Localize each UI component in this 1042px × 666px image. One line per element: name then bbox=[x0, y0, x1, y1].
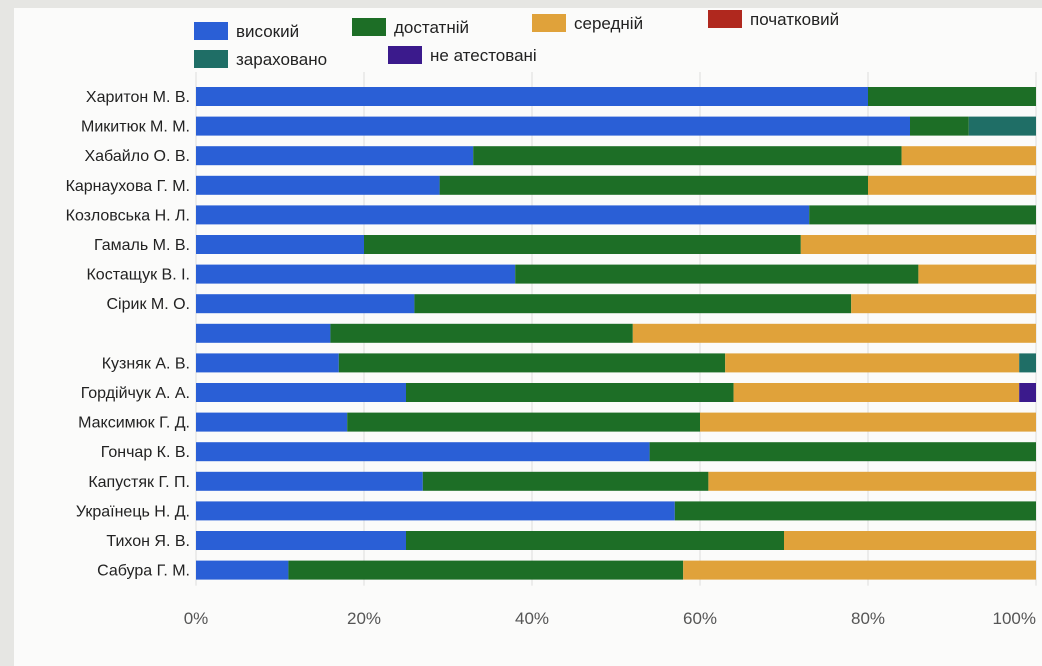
category-label: Кузняк А. В. bbox=[102, 355, 190, 372]
bar-segment bbox=[288, 560, 684, 580]
bar-segment bbox=[196, 294, 415, 314]
bars bbox=[196, 87, 1036, 580]
bar-segment bbox=[708, 471, 1036, 491]
legend-label: високий bbox=[236, 22, 299, 41]
bar-segment bbox=[196, 501, 675, 521]
bar-segment bbox=[800, 235, 1036, 254]
bar-segment bbox=[700, 412, 1036, 432]
bar-segment bbox=[1019, 383, 1036, 402]
bar-segment bbox=[649, 442, 1036, 462]
category-labels: Харитон М. В. Микитюк М. М. Хабайло О. В. К… bbox=[66, 89, 190, 580]
bar-segment bbox=[347, 412, 700, 432]
bar-segment bbox=[851, 294, 1036, 314]
bar-segment bbox=[422, 471, 709, 491]
bar-segment bbox=[196, 560, 289, 580]
legend: високий достатній середній початковий зарахо… bbox=[194, 10, 839, 69]
bar-segment bbox=[406, 383, 734, 402]
bar-segment bbox=[868, 175, 1036, 195]
category-label: Костащук В. І. bbox=[86, 267, 190, 284]
category-label: Сабура Г. М. bbox=[97, 563, 190, 580]
category-label: Гамаль М. В. bbox=[94, 237, 190, 254]
x-tick-label: 60% bbox=[683, 609, 717, 628]
category-label: Харитон М. В. bbox=[86, 89, 190, 106]
category-label: Максимюк Г. Д. bbox=[78, 415, 190, 432]
bar-segment bbox=[364, 235, 801, 254]
x-tick-label: 0% bbox=[184, 609, 209, 628]
bar-segment bbox=[196, 471, 423, 491]
legend-swatch bbox=[532, 14, 566, 32]
legend-swatch bbox=[194, 50, 228, 68]
bar-segment bbox=[196, 383, 406, 402]
bar-segment bbox=[196, 116, 910, 136]
category-label: Хабайло О. В. bbox=[84, 148, 190, 165]
legend-swatch bbox=[194, 22, 228, 40]
legend-label: не атестовані bbox=[430, 46, 537, 65]
bar-segment bbox=[910, 116, 969, 136]
bar-segment bbox=[196, 235, 364, 254]
category-label: Козловська Н. Л. bbox=[66, 207, 190, 224]
bar-segment bbox=[196, 264, 516, 284]
bar-segment bbox=[196, 442, 650, 462]
bar-segment bbox=[196, 531, 406, 550]
legend-swatch bbox=[352, 18, 386, 36]
legend-label: середній bbox=[574, 14, 643, 33]
bar-segment bbox=[196, 353, 339, 373]
bar-segment bbox=[683, 560, 1036, 580]
bar-segment bbox=[196, 323, 331, 343]
bar-segment bbox=[196, 87, 868, 106]
bar-segment bbox=[784, 531, 1036, 550]
category-label: Гончар К. В. bbox=[101, 444, 190, 461]
bar-segment bbox=[809, 205, 1036, 225]
category-label: Українець Н. Д. bbox=[76, 503, 190, 520]
bar-segment bbox=[725, 353, 1020, 373]
category-label: Микитюк М. М. bbox=[81, 119, 190, 136]
bar-segment bbox=[968, 116, 1036, 136]
bar-segment bbox=[414, 294, 852, 314]
bar-segment bbox=[330, 323, 633, 343]
bar-segment bbox=[632, 323, 1036, 343]
legend-label: достатній bbox=[394, 18, 469, 37]
x-tick-label: 40% bbox=[515, 609, 549, 628]
bar-segment bbox=[406, 531, 784, 550]
x-axis-ticks: 0% 20% 40% 60% 80% 100% bbox=[184, 609, 1036, 628]
bar-segment bbox=[901, 146, 1036, 166]
bar-segment bbox=[196, 175, 440, 195]
bar-segment bbox=[196, 146, 474, 166]
category-label: Сірик М. О. bbox=[107, 296, 191, 313]
x-tick-label: 20% bbox=[347, 609, 381, 628]
category-label: Капустяк Г. П. bbox=[88, 474, 190, 491]
category-label: Гордійчук А. А. bbox=[81, 385, 190, 402]
category-label: Карнаухова Г. М. bbox=[66, 178, 190, 195]
bar-segment bbox=[196, 412, 348, 432]
legend-swatch bbox=[388, 46, 422, 64]
category-label: Тихон Я. В. bbox=[106, 533, 190, 550]
bar-segment bbox=[674, 501, 1036, 521]
legend-label: початковий bbox=[750, 10, 839, 29]
bar-segment bbox=[918, 264, 1036, 284]
bar-segment bbox=[515, 264, 919, 284]
bar-segment bbox=[733, 383, 1020, 402]
legend-label: зараховано bbox=[236, 50, 327, 69]
bar-segment bbox=[439, 175, 868, 195]
bar-segment bbox=[473, 146, 902, 166]
bar-segment bbox=[196, 205, 810, 225]
bar-segment bbox=[1019, 353, 1036, 373]
legend-swatch bbox=[708, 10, 742, 28]
x-tick-label: 100% bbox=[993, 609, 1036, 628]
bar-segment bbox=[338, 353, 726, 373]
x-tick-label: 80% bbox=[851, 609, 885, 628]
bar-segment bbox=[868, 87, 1036, 106]
